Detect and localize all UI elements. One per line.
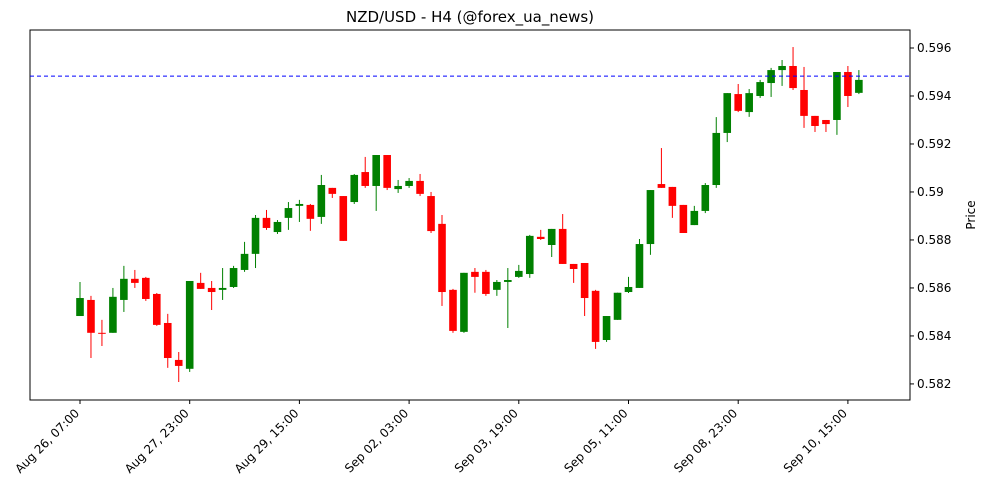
candle-body	[120, 278, 128, 300]
candle-body	[460, 272, 468, 332]
candle-body	[613, 292, 622, 320]
candle-body	[317, 185, 326, 217]
candle-body	[525, 235, 534, 275]
plot-frame	[29, 29, 911, 401]
candle-body	[251, 217, 260, 254]
candle-body	[262, 217, 271, 228]
candle-body	[218, 287, 227, 290]
candle-body	[131, 278, 139, 283]
candle-body	[152, 293, 161, 325]
candle-body	[844, 71, 852, 96]
candle-body	[427, 196, 435, 232]
y-tick-label: 0.594	[917, 89, 951, 103]
candle-body	[163, 322, 172, 359]
x-tick-label: Aug 27, 23:00	[122, 406, 192, 476]
candle-body	[394, 185, 402, 190]
candle-body	[240, 253, 249, 270]
x-tick-label: Sep 02, 03:00	[342, 406, 411, 475]
candle-body	[679, 204, 688, 233]
candle-body	[767, 70, 775, 84]
y-tick-label: 0.586	[917, 281, 951, 295]
candle-body	[822, 119, 830, 125]
candle-body	[756, 82, 764, 96]
x-tick-label: Aug 26, 07:00	[12, 406, 82, 476]
candle-body	[449, 289, 457, 331]
candle-body	[657, 184, 666, 188]
candle-body	[207, 287, 216, 293]
y-tick-label: 0.588	[917, 233, 951, 247]
candle-body	[438, 223, 446, 293]
x-tick-label: Sep 05, 11:00	[561, 406, 630, 475]
candle-body	[800, 89, 808, 116]
x-tick-label: Sep 08, 23:00	[671, 406, 740, 475]
candle-body	[712, 132, 721, 186]
x-tick-label: Aug 29, 15:00	[232, 406, 302, 476]
candle-body	[701, 185, 710, 211]
candle-body	[405, 180, 413, 186]
candle-body	[789, 65, 797, 89]
candle-body	[558, 228, 567, 264]
candle-body	[723, 93, 732, 133]
candle-body	[833, 71, 841, 120]
candle-body	[174, 359, 183, 366]
candle-body	[383, 155, 391, 188]
candle-body	[515, 270, 523, 277]
candle-body	[273, 221, 282, 233]
candle-body	[624, 286, 633, 293]
candle-body	[855, 79, 863, 93]
candle-body	[416, 180, 424, 194]
y-tick-label: 0.596	[917, 41, 951, 55]
candle-body	[811, 115, 819, 126]
candle-body	[350, 174, 359, 203]
candle-body	[734, 94, 742, 111]
candle-body	[745, 93, 753, 113]
candle-body	[646, 190, 655, 245]
candle-body	[591, 290, 600, 342]
candle-body	[142, 277, 150, 299]
candle-body	[361, 172, 370, 186]
y-tick-label: 0.592	[917, 137, 951, 151]
x-tick-label: Sep 10, 15:00	[781, 406, 850, 475]
candle-body	[98, 332, 106, 334]
candle-body	[229, 268, 238, 287]
candle-body	[284, 208, 293, 218]
y-axis-label: Price	[964, 200, 978, 229]
candle-body	[109, 296, 117, 333]
candle-body	[580, 262, 589, 299]
candle-body	[635, 244, 644, 288]
candle-body	[602, 316, 611, 341]
candle-body	[372, 155, 380, 186]
candle-body	[339, 196, 348, 241]
candle-body	[76, 298, 84, 317]
x-tick-label: Sep 03, 19:00	[452, 406, 521, 475]
chart-title: NZD/USD - H4 (@forex_ua_news)	[346, 8, 594, 27]
candle-body	[471, 271, 479, 277]
candle-body	[482, 271, 490, 294]
candle-body	[185, 280, 194, 369]
candle-body	[328, 187, 337, 194]
candle-body	[547, 228, 556, 245]
candle-body	[569, 263, 578, 269]
y-tick-label: 0.584	[917, 329, 951, 343]
y-tick-label: 0.582	[917, 377, 951, 391]
candle-body	[504, 280, 512, 282]
candle-body	[690, 210, 699, 226]
candle-body	[778, 65, 786, 71]
candle-body	[493, 281, 501, 290]
candle-body	[536, 236, 545, 239]
candle-body	[87, 299, 95, 333]
candle-body	[295, 203, 304, 206]
candle-body	[306, 204, 315, 219]
y-tick-label: 0.59	[917, 185, 944, 199]
candle-body	[196, 282, 205, 289]
candle-body	[668, 186, 677, 206]
